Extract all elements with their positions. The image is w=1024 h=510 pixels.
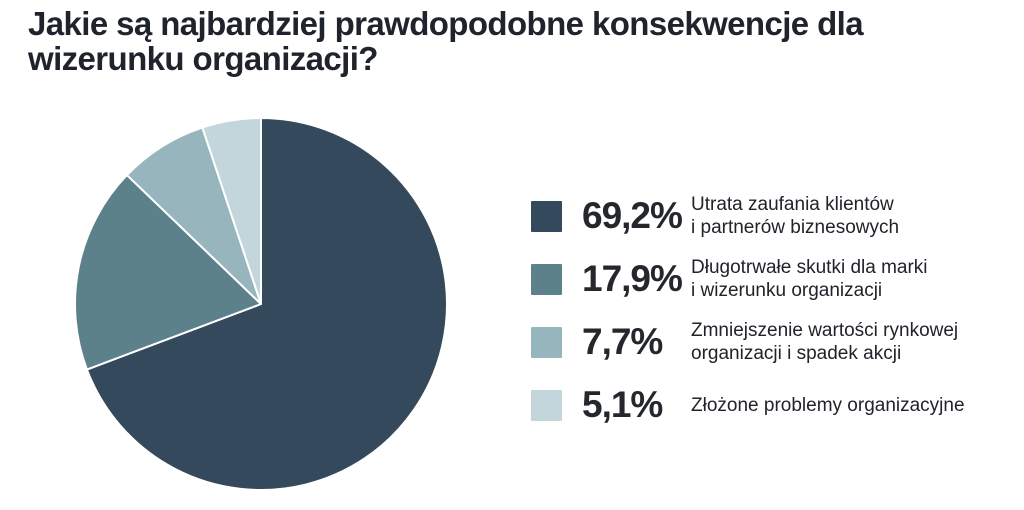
legend-item: 69,2% Utrata zaufania klientów i partner… [531,192,965,240]
legend-item: 7,7% Zmniejszenie wartości rynkowej orga… [531,318,965,366]
pie-slice [85,117,448,491]
legend-item: 17,9% Długotrwałe skutki dla marki i wiz… [531,255,965,303]
page-title: Jakie są najbardziej prawdopodobne konse… [28,5,864,77]
legend-label: Złożone problemy organizacyjne [691,394,965,416]
legend-label: Utrata zaufania klientów i partnerów biz… [691,194,900,238]
legend-percent: 69,2% [582,195,683,236]
legend-label: Długotrwałe skutki dla marki i wizerunku… [691,257,928,301]
legend-color-swatch [531,326,562,358]
legend-color-swatch [531,263,562,295]
legend-percent: 17,9% [582,258,683,299]
pie-slice [201,117,262,305]
legend-percent: 7,7% [582,321,663,362]
legend-label: Zmniejszenie wartości rynkowej organizac… [691,320,959,364]
pie-chart [74,117,448,491]
legend: 69,2% Utrata zaufania klientów i partner… [531,192,965,444]
legend-item: 5,1% Złożone problemy organizacyjne [531,381,965,429]
legend-percent: 5,1% [582,384,663,425]
legend-color-swatch [531,200,562,232]
pie-slice [74,174,262,371]
legend-color-swatch [531,389,562,421]
